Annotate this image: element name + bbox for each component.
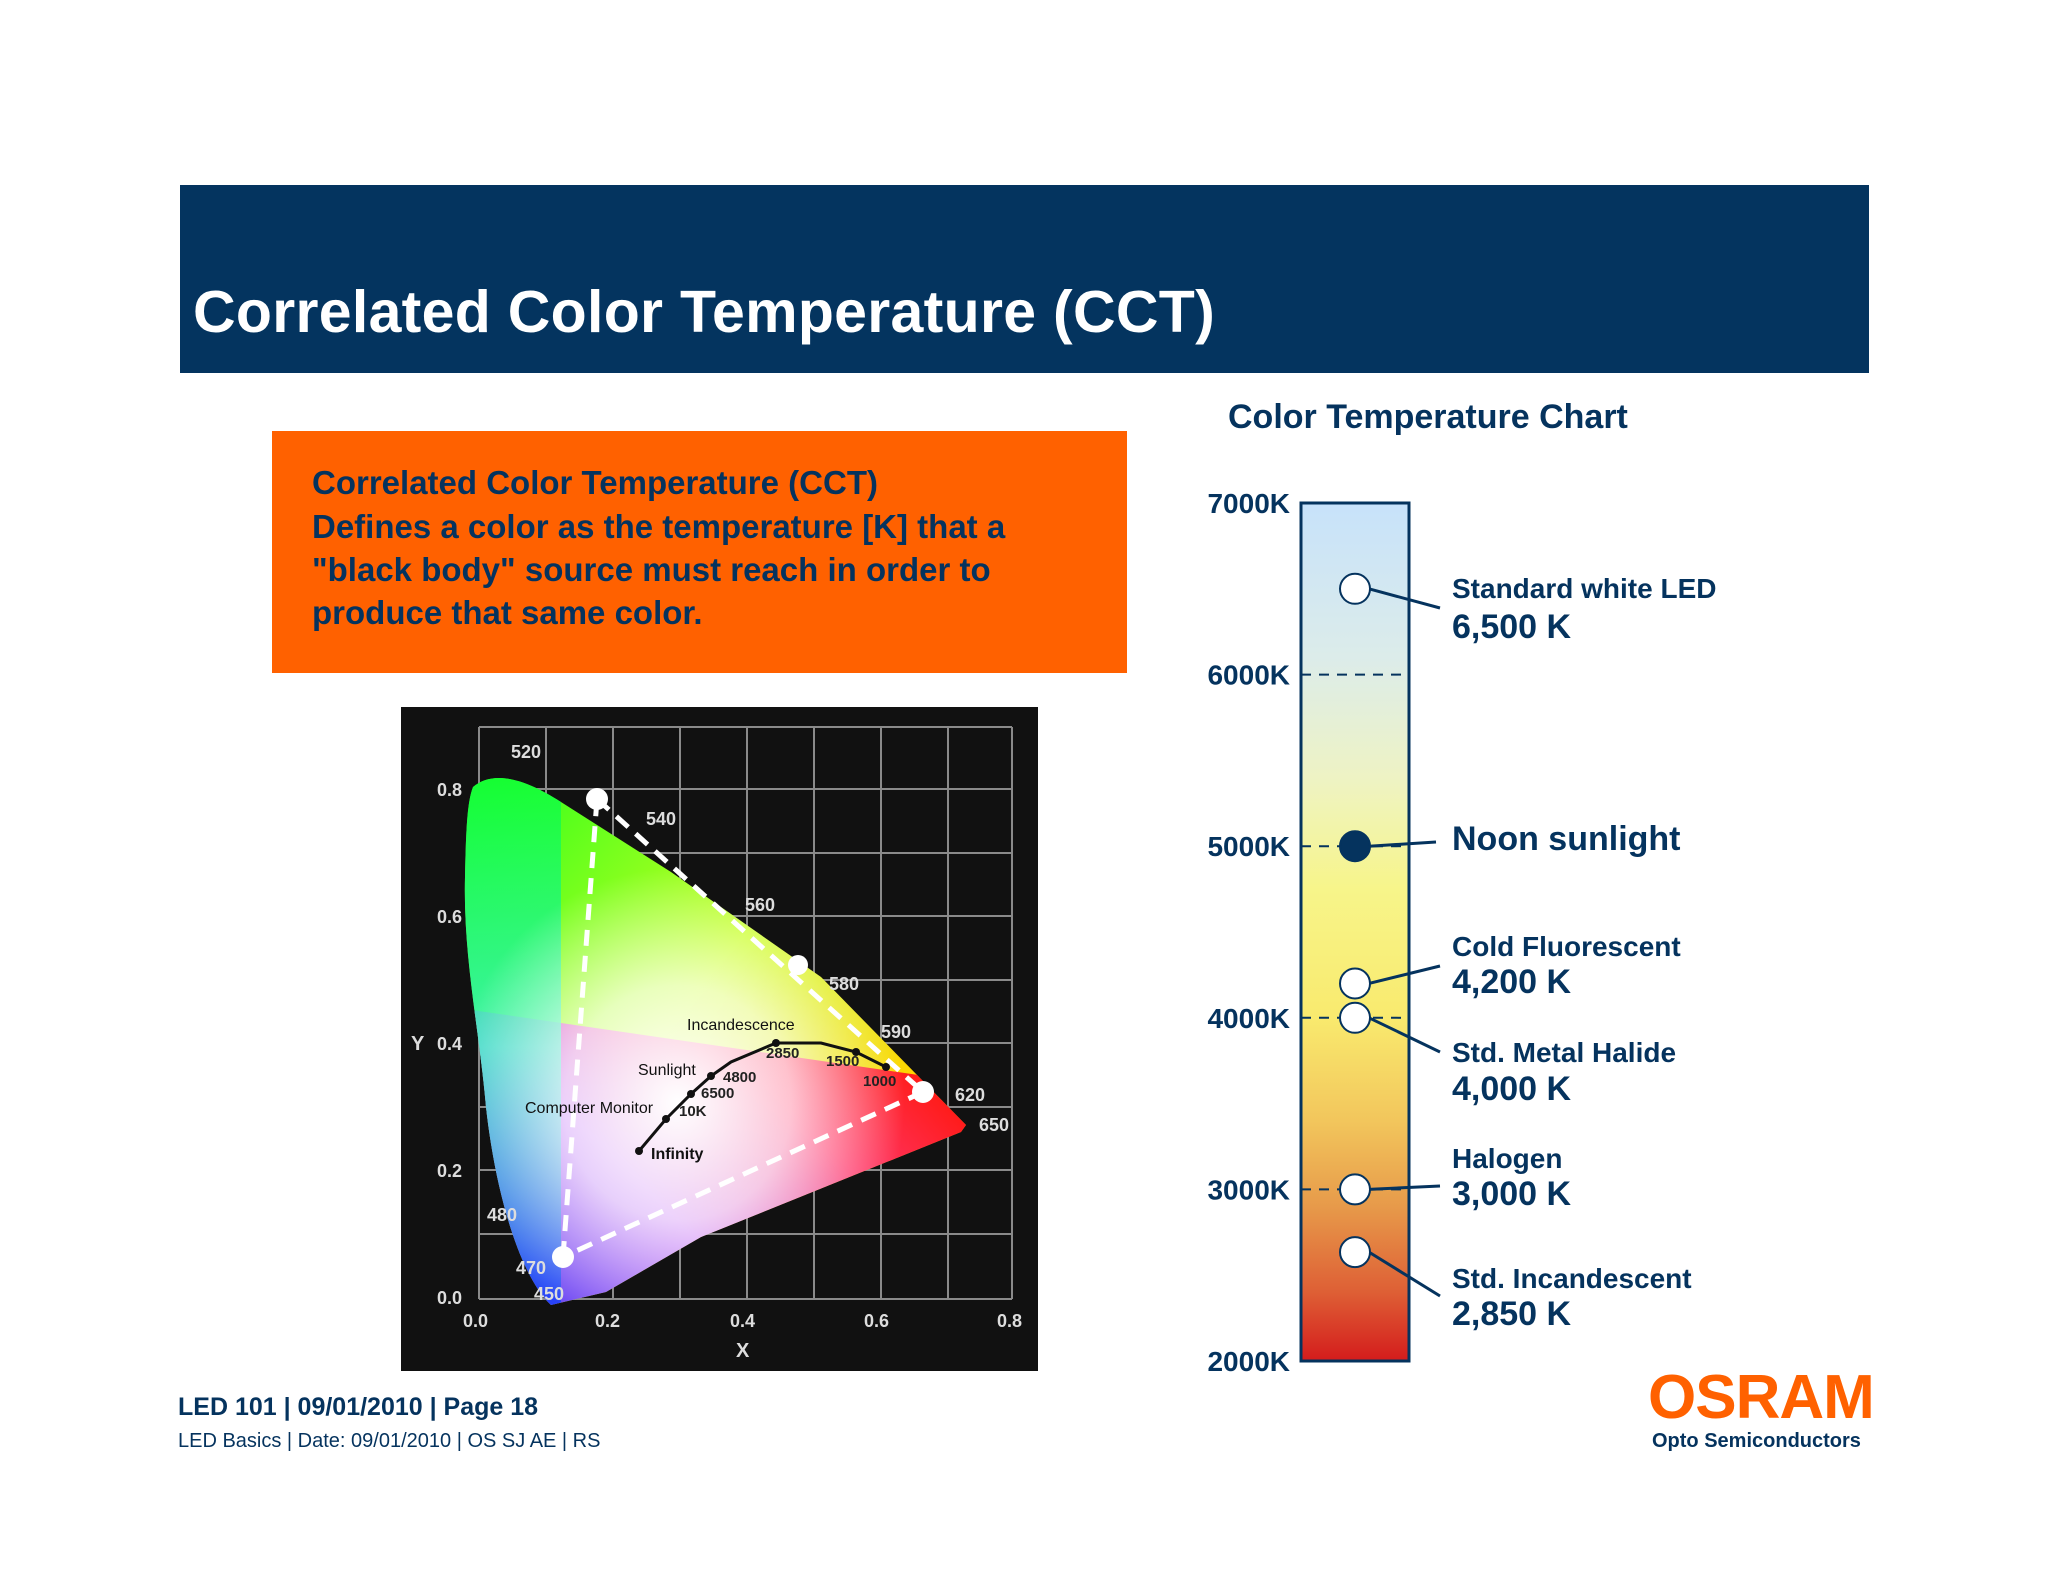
y-tick-label: 0.6 [437, 907, 462, 927]
locus-value-label: 4800 [723, 1069, 756, 1086]
scale-tick-label: 4000K [1207, 1003, 1290, 1034]
x-tick-label: 0.4 [730, 1311, 755, 1331]
definition-box [272, 431, 1127, 673]
wavelength-label: 480 [487, 1205, 517, 1225]
osram-logo: OSRAM [1648, 1363, 1875, 1432]
footer-main: LED 101 | 09/01/2010 | Page 18 [178, 1393, 539, 1421]
source-name: Noon sunlight [1452, 820, 1681, 858]
y-tick-label: 0.0 [437, 1288, 462, 1308]
x-tick-label: 0.6 [864, 1311, 889, 1331]
scale-tick-label: 5000K [1207, 831, 1290, 862]
source-marker [1339, 572, 1371, 605]
incandescence-label: Incandescence [687, 1017, 795, 1034]
x-tick-label: 0.0 [463, 1311, 488, 1331]
y-tick-label: 0.8 [437, 780, 462, 800]
definition-line: produce that same color. [312, 594, 703, 631]
definition-line: Defines a color as the temperature [K] t… [312, 508, 1006, 545]
triangle-vertex [912, 1081, 934, 1103]
source-value: 6,500 K [1452, 608, 1572, 646]
source-marker [1339, 830, 1371, 863]
x-tick-label: 0.2 [595, 1311, 620, 1331]
source-leader-line [1368, 1184, 1441, 1191]
triangle-vertex [552, 1246, 574, 1268]
wavelength-label: 470 [516, 1258, 546, 1278]
source-value: 2,850 K [1452, 1295, 1572, 1333]
footer-sub: LED Basics | Date: 09/01/2010 | OS SJ AE… [178, 1430, 601, 1452]
definition-line: Correlated Color Temperature (CCT) [312, 464, 878, 501]
sunlight-label: Sunlight [638, 1062, 696, 1079]
cie-chromaticity-diagram: 0.8 0.6 0.4 0.2 0.0 0.0 0.2 0.4 0.6 0.8 … [401, 707, 1038, 1371]
scale-tick-label: 6000K [1207, 660, 1290, 691]
source-name: Std. Metal Halide [1452, 1037, 1676, 1068]
slide-title: Correlated Color Temperature (CCT) [193, 279, 1216, 345]
source-leader-line [1368, 587, 1441, 610]
locus-value-label: 1000 [863, 1073, 896, 1090]
logo-subtitle: Opto Semiconductors [1652, 1430, 1861, 1452]
temperature-bar [1299, 501, 1411, 1363]
wavelength-label: 520 [511, 742, 541, 762]
source-leader-line [1368, 964, 1441, 985]
locus-markers [635, 1039, 890, 1155]
source-leader-line [1368, 1250, 1441, 1298]
triangle-point [788, 955, 808, 975]
source-value: 3,000 K [1452, 1175, 1572, 1213]
source-marker [1339, 1173, 1371, 1206]
source-name: Cold Fluorescent [1452, 931, 1681, 962]
triangle-vertex [586, 788, 608, 810]
source-leader-line [1368, 840, 1437, 848]
computer-monitor-label: Computer Monitor [525, 1100, 654, 1117]
source-marker [1339, 1001, 1371, 1034]
source-marker [1339, 1236, 1371, 1269]
definition-line: "black body" source must reach in order … [312, 551, 991, 588]
gamut-triangle [560, 797, 925, 1260]
wavelength-label: 580 [829, 974, 859, 994]
source-name: Standard white LED [1452, 573, 1716, 604]
x-tick-label: 0.8 [997, 1311, 1022, 1331]
y-axis-label: Y [411, 1033, 425, 1055]
wavelength-label: 540 [646, 809, 676, 829]
color-temperature-scale: 7000K 6000K 5000K 4000K 3000K 2000K Standard … [1207, 488, 1716, 1377]
wavelength-label: 590 [881, 1022, 911, 1042]
y-tick-label: 0.2 [437, 1161, 462, 1181]
wavelength-label: 650 [979, 1115, 1009, 1135]
source-leader-line [1368, 1016, 1441, 1054]
scale-tick-label: 7000K [1207, 488, 1290, 519]
y-tick-label: 0.4 [437, 1034, 462, 1054]
locus-value-label: 10K [679, 1103, 707, 1120]
infinity-label: Infinity [651, 1146, 704, 1163]
locus-value-label: 6500 [701, 1085, 734, 1102]
planckian-locus [637, 1041, 887, 1152]
locus-value-label: 1500 [826, 1053, 859, 1070]
locus-value-label: 2850 [766, 1045, 799, 1062]
wavelength-label: 450 [534, 1284, 564, 1304]
scale-tick-label: 3000K [1207, 1174, 1290, 1205]
chart-title: Color Temperature Chart [1228, 398, 1628, 436]
source-value: 4,200 K [1452, 963, 1572, 1001]
source-marker [1339, 967, 1371, 1000]
wavelength-label: 560 [745, 895, 775, 915]
title-bar [180, 185, 1869, 373]
scale-tick-label: 2000K [1207, 1346, 1290, 1377]
source-value: 4,000 K [1452, 1070, 1572, 1108]
wavelength-label: 620 [955, 1085, 985, 1105]
x-axis-label: X [736, 1340, 750, 1362]
source-name: Std. Incandescent [1452, 1263, 1692, 1294]
source-name: Halogen [1452, 1143, 1562, 1174]
